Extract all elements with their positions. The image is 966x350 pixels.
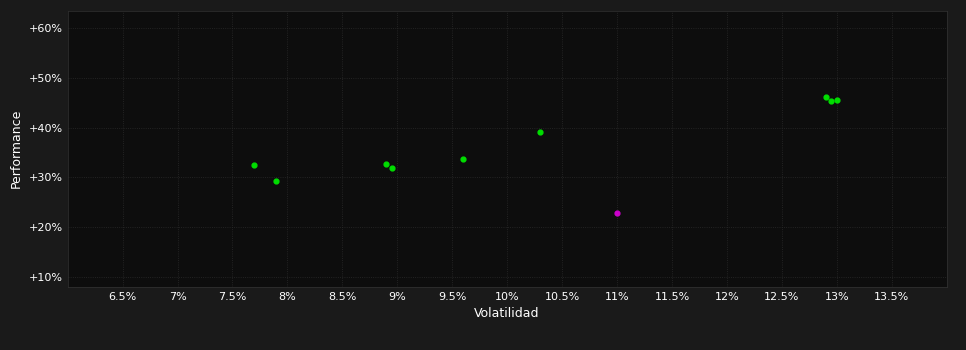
Point <box>829 97 844 103</box>
Point <box>269 178 284 184</box>
Point <box>610 210 625 216</box>
Point <box>246 162 262 168</box>
Point <box>818 94 834 99</box>
Point <box>456 156 471 162</box>
Point <box>379 161 394 167</box>
Y-axis label: Performance: Performance <box>10 109 23 188</box>
Point <box>532 129 548 135</box>
Point <box>824 98 839 104</box>
X-axis label: Volatilidad: Volatilidad <box>474 307 540 320</box>
Point <box>384 165 400 171</box>
